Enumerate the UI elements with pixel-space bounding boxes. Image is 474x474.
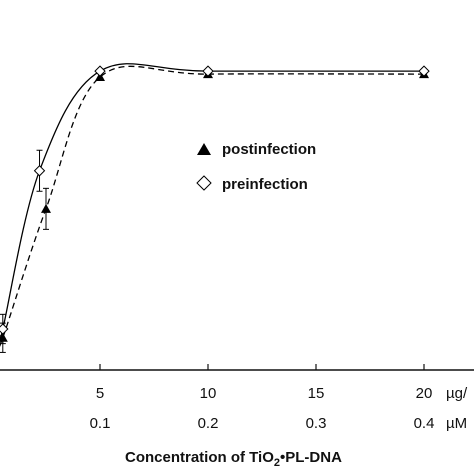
legend-label-preinfection: preinfection <box>222 176 308 193</box>
x-axis-title-subscript: 2 <box>274 457 280 469</box>
x-axis-title: Concentration of TiO2•PL-DNA <box>125 449 342 469</box>
marker-preinfection-0 <box>0 323 9 335</box>
marker-preinfection-4 <box>418 65 430 77</box>
marker-preinfection-3 <box>202 65 214 77</box>
legend-marker-postinfection <box>197 143 211 155</box>
x-tick-label-primary-20: 20 <box>416 385 433 402</box>
marker-preinfection-2 <box>94 65 106 77</box>
legend-marker-preinfection <box>196 175 212 191</box>
x-unit-secondary: µM <box>446 415 467 432</box>
series-line-preinfection <box>0 63 424 343</box>
x-ticks-layer: 5 0.1 10 0.2 15 0.3 20 0.4 <box>90 364 435 432</box>
x-tick-label-secondary-10: 0.2 <box>198 415 219 432</box>
series-line-postinfection <box>0 65 425 348</box>
marker-postinfection-1 <box>41 203 51 213</box>
legend-label-postinfection: postinfection <box>222 141 316 158</box>
x-tick-label-secondary-15: 0.3 <box>306 415 327 432</box>
x-tick-label-secondary-20: 0.4 <box>414 415 435 432</box>
x-tick-label-primary-5: 5 <box>96 385 104 402</box>
x-tick-label-primary-15: 15 <box>308 385 325 402</box>
x-tick-label-secondary-5: 0.1 <box>90 415 111 432</box>
x-tick-label-primary-10: 10 <box>200 385 217 402</box>
x-axis-title-main: Concentration of TiO <box>125 449 274 466</box>
markers-layer <box>0 65 430 342</box>
marker-postinfection-0 <box>0 332 8 342</box>
marker-preinfection-1 <box>33 165 46 177</box>
error-bars-layer <box>0 149 49 353</box>
curves-layer <box>0 63 425 348</box>
x-axis-title-rest: •PL-DNA <box>280 449 342 466</box>
x-unit-primary: µg/ <box>446 385 468 402</box>
legend: postinfection preinfection <box>196 141 316 193</box>
